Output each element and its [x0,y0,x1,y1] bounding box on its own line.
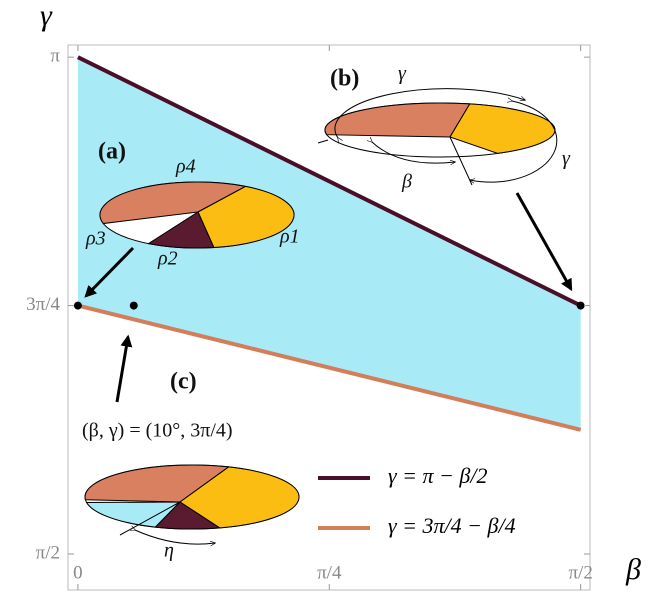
point [130,302,138,310]
point-annotation: (β, γ) = (10°, 3π/4) [82,420,233,442]
rho-label: ρ3 [85,228,106,250]
legend-label: γ = 3π/4 − β/4 [388,513,516,538]
chart: γ β (a) ρ4 ρ3 ρ2 ρ1 (b) γ γ β (c) η (β, … [0,0,652,603]
point [577,302,585,310]
arrow [517,193,571,289]
inset-label: (c) [170,369,197,395]
y-axis-label: γ [40,0,53,32]
arrow [117,337,128,402]
inset-label: (b) [330,66,359,92]
rho-label: ρ4 [175,156,196,178]
legend-label: γ = π − β/2 [388,463,487,488]
angle-label: γ [398,63,407,85]
point [74,302,82,310]
x-tick-label: π/4 [317,562,342,583]
angle-label: β [401,171,412,193]
x-axis-label: β [625,553,641,586]
angle-arc [135,530,215,544]
x-tick-label: 0 [73,562,83,583]
ray [318,140,328,143]
inset-label: (a) [98,139,126,165]
x-tick-label: π/2 [568,562,592,583]
angle-label: γ [562,148,571,170]
legend: γ = π − β/2 γ = 3π/4 − β/4 [318,463,516,538]
y-tick-label: 3π/4 [26,294,60,315]
y-tick-label: π/2 [36,542,60,563]
rho-label: ρ2 [157,248,178,270]
y-tick-label: π [50,46,60,67]
pie-wedge [325,103,470,137]
angle-label: η [164,540,174,562]
rho-label: ρ1 [279,226,300,248]
